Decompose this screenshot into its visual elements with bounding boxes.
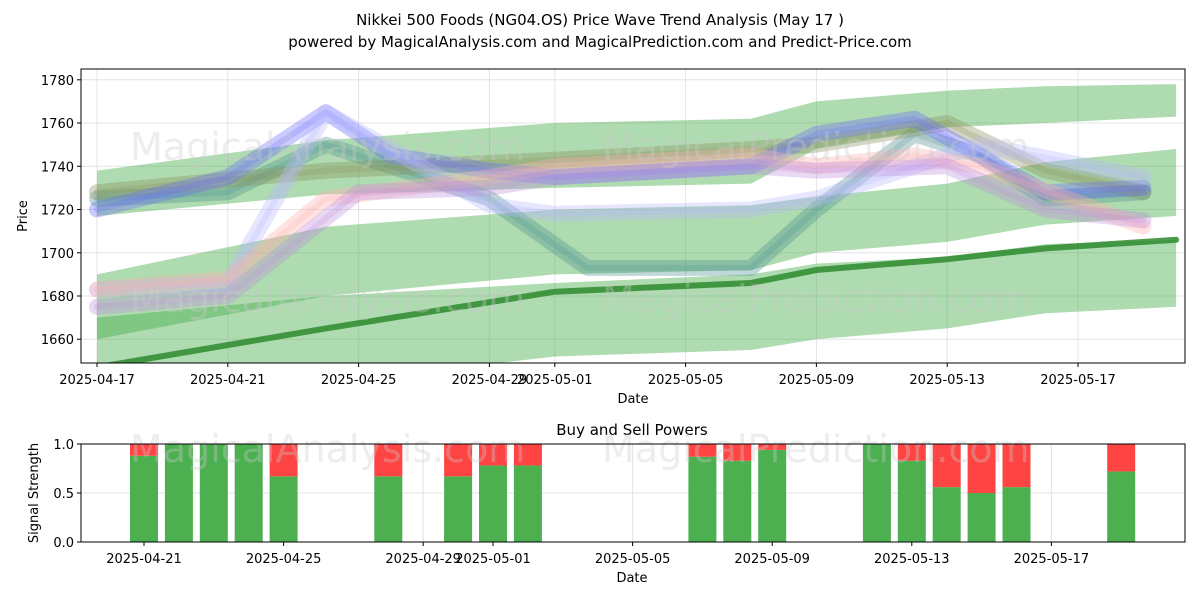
sell-bar — [374, 444, 403, 477]
sell-bar — [130, 444, 158, 456]
buy-bar — [374, 476, 403, 542]
figure-subtitle: powered by MagicalAnalysis.com and Magic… — [288, 33, 912, 51]
buy-bar — [688, 456, 717, 542]
watermark-text: MagicalPrediction.com — [602, 427, 1030, 471]
price-chart-panel: MagicalAnalysis.com MagicalPrediction.co… — [16, 68, 1186, 407]
price-band-green-upper-band — [97, 84, 1177, 216]
sell-bar — [758, 444, 787, 450]
price-y-tick-label: 1780 — [41, 74, 74, 89]
signal-x-tick-label: 2025-04-29 — [385, 552, 461, 567]
signal-y-ticks: 0.0 0.5 1.0 — [53, 438, 81, 551]
signal-y-tick-label: 0.5 — [53, 487, 74, 502]
buy-bar — [130, 455, 158, 542]
signal-x-tick-label: 2025-05-09 — [734, 552, 810, 567]
buy-bar — [479, 465, 507, 542]
price-line-core-purple-wave — [94, 163, 1147, 310]
price-x-tick-label: 2025-05-05 — [648, 373, 724, 388]
signal-x-tick-label: 2025-04-21 — [106, 552, 182, 567]
sell-bar — [1002, 444, 1031, 488]
price-band-green-lower-band — [97, 239, 1177, 363]
price-line-core-pink-wave — [94, 152, 1147, 293]
price-plot-frame — [80, 68, 1186, 364]
buy-bar — [967, 493, 996, 542]
price-x-tick-label: 2025-04-17 — [59, 373, 135, 388]
watermark-text: MagicalAnalysis.com — [130, 427, 525, 471]
signal-chart-title: Buy and Sell Powers — [556, 421, 708, 439]
sell-bar — [688, 444, 717, 457]
price-x-ticks: 2025-04-17 2025-04-21 2025-04-25 2025-04-29… — [59, 363, 1116, 388]
figure-title: Nikkei 500 Foods (NG04.OS) Price Wave Tr… — [356, 11, 844, 29]
signal-x-tick-label: 2025-04-25 — [246, 552, 322, 567]
price-y-axis-label: Price — [16, 200, 31, 232]
price-line-core-teal-wave — [94, 130, 1147, 271]
buy-bar — [234, 444, 263, 542]
price-line-core-lavender-wave — [94, 109, 1147, 293]
buy-bar — [513, 465, 542, 542]
price-line-olive-wave — [89, 115, 1152, 201]
price-y-ticks: 1660 1680 1700 1720 1740 1760 1780 — [41, 74, 81, 348]
sell-bar — [723, 444, 752, 461]
price-band-green-middle-band — [97, 149, 1177, 340]
sell-bar — [269, 444, 298, 477]
sell-bar — [932, 444, 961, 488]
sell-bar — [479, 444, 507, 466]
price-y-tick-label: 1680 — [41, 290, 74, 305]
buy-bar — [1107, 471, 1136, 542]
signal-x-tick-label: 2025-05-05 — [595, 552, 671, 567]
price-x-axis-label: Date — [617, 392, 648, 407]
price-x-tick-label: 2025-05-09 — [779, 373, 855, 388]
buy-bar — [932, 487, 961, 542]
buy-bar — [164, 444, 193, 542]
sell-bar — [513, 444, 542, 466]
price-x-tick-label: 2025-04-25 — [321, 373, 397, 388]
buy-bar — [444, 476, 473, 542]
signal-bars-layer — [130, 444, 1136, 542]
price-line-purple-wave — [89, 158, 1152, 315]
signal-x-ticks: 2025-04-21 2025-04-25 2025-04-292025-05-01… — [106, 542, 1089, 567]
price-grid — [81, 69, 1185, 363]
buy-bar — [723, 460, 752, 542]
buy-bar — [897, 460, 926, 542]
price-x-tick-label: 2025-05-01 — [517, 373, 593, 388]
price-line-lavender-wave — [89, 104, 1152, 298]
sell-bar — [967, 444, 996, 493]
signal-chart-panel: Buy and Sell Powers MagicalAnalysis.com … — [27, 421, 1186, 586]
signal-x-axis-label: Date — [616, 571, 647, 586]
signal-x-tick-label: 2025-05-01 — [455, 552, 531, 567]
price-y-tick-label: 1740 — [41, 160, 74, 175]
price-line-core-blue-wave — [94, 109, 1147, 213]
sell-bar — [1107, 444, 1136, 472]
price-y-tick-label: 1660 — [41, 333, 74, 348]
price-line-pink-wave — [89, 147, 1152, 298]
buy-bar — [862, 444, 891, 542]
watermark-text: MagicalAnalysis.com — [130, 125, 525, 169]
price-series-layer — [89, 84, 1180, 363]
sell-bar — [897, 444, 926, 461]
price-x-tick-label: 2025-05-13 — [909, 373, 985, 388]
signal-y-tick-label: 1.0 — [53, 438, 74, 453]
buy-bar — [1002, 487, 1031, 542]
price-y-tick-label: 1700 — [41, 247, 74, 262]
buy-bar — [199, 444, 228, 542]
sell-bar — [444, 444, 473, 477]
signal-x-tick-label: 2025-05-17 — [1014, 552, 1090, 567]
price-x-tick-label: 2025-04-29 — [452, 373, 528, 388]
price-line-teal-wave — [89, 125, 1152, 276]
price-x-tick-label: 2025-05-17 — [1040, 373, 1116, 388]
signal-y-tick-label: 0.0 — [53, 536, 74, 551]
watermark-text: MagicalAnalysis.com — [130, 277, 525, 321]
watermark-text: MagicalPrediction.com — [602, 277, 1030, 321]
price-line-dark-green-price-line — [104, 236, 1180, 363]
price-line-blue-wave — [89, 104, 1152, 218]
price-x-tick-label: 2025-04-21 — [190, 373, 266, 388]
watermark-text: MagicalPrediction.com — [602, 125, 1030, 169]
signal-y-axis-label: Signal Strength — [27, 443, 42, 543]
price-line-core-olive-wave — [94, 120, 1147, 196]
buy-bar — [758, 449, 787, 542]
buy-bar — [269, 476, 298, 542]
price-y-tick-label: 1720 — [41, 204, 74, 219]
price-y-tick-label: 1760 — [41, 117, 74, 132]
signal-x-tick-label: 2025-05-13 — [874, 552, 950, 567]
